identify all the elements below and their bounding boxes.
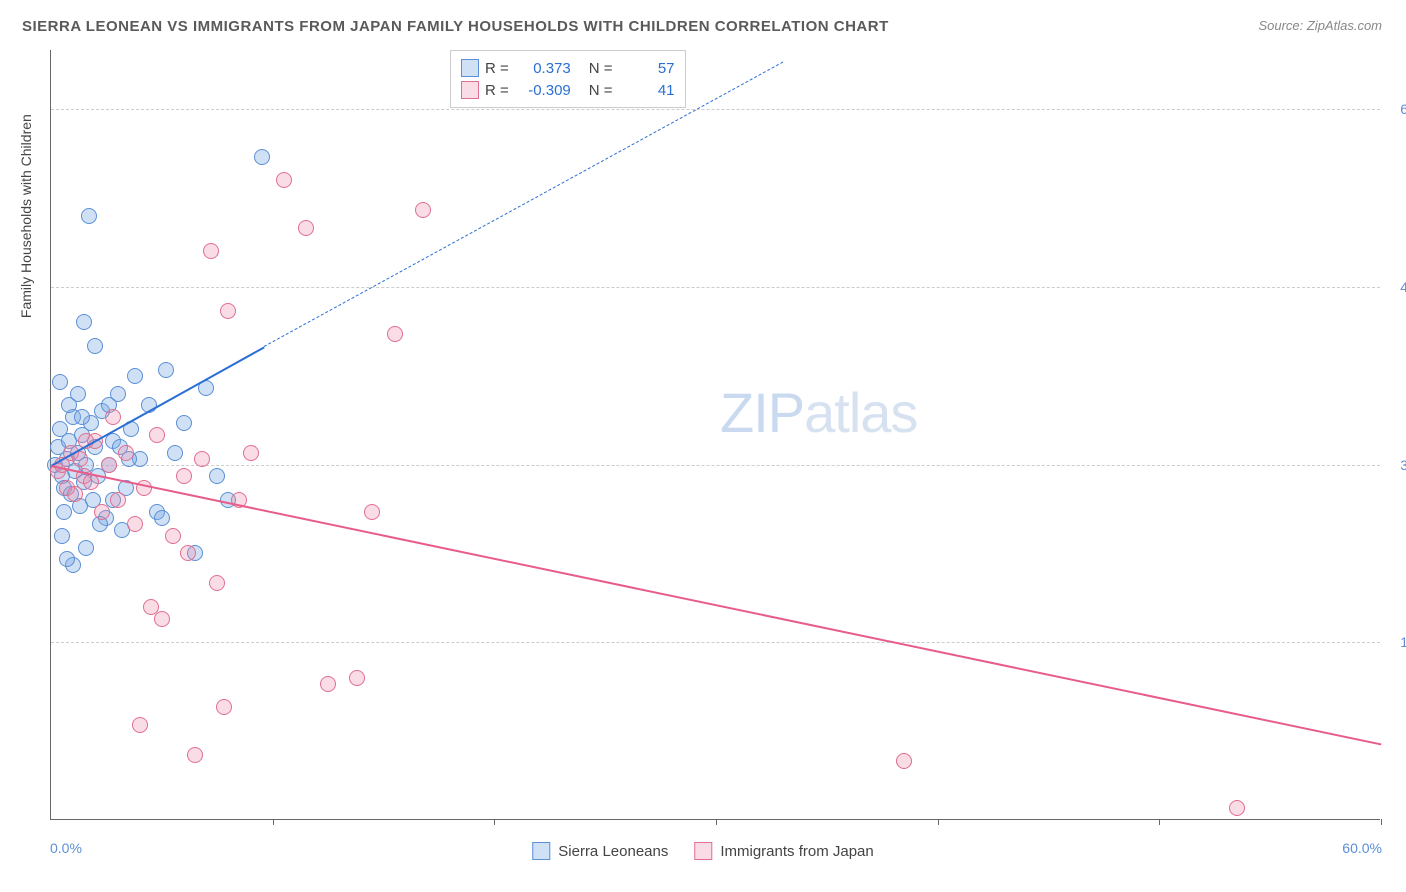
data-point <box>194 451 210 467</box>
plot-area: 15.0%30.0%45.0%60.0% <box>50 50 1380 820</box>
data-point <box>298 220 314 236</box>
data-point <box>387 326 403 342</box>
data-point <box>101 457 117 473</box>
data-point <box>254 149 270 165</box>
y-tick-label: 45.0% <box>1385 279 1406 295</box>
data-point <box>176 415 192 431</box>
data-point <box>187 747 203 763</box>
x-tick-mark <box>273 819 274 825</box>
data-point <box>54 528 70 544</box>
data-point <box>165 528 181 544</box>
stats-r-label: R = <box>485 82 509 99</box>
data-point <box>154 611 170 627</box>
x-tick-mark <box>716 819 717 825</box>
stats-row-series1: R = 0.373 N = 57 <box>461 57 675 79</box>
gridline-h <box>51 109 1380 110</box>
data-point <box>67 486 83 502</box>
stats-box: R = 0.373 N = 57 R = -0.309 N = 41 <box>450 50 686 108</box>
data-point <box>220 303 236 319</box>
legend-label-1: Sierra Leoneans <box>558 843 668 860</box>
data-point <box>74 409 90 425</box>
data-point <box>118 445 134 461</box>
data-point <box>149 427 165 443</box>
data-point <box>180 545 196 561</box>
data-point <box>87 338 103 354</box>
data-point <box>94 504 110 520</box>
x-axis-max-label: 60.0% <box>1342 840 1382 856</box>
data-point <box>76 314 92 330</box>
data-point <box>158 362 174 378</box>
source-attribution: Source: ZipAtlas.com <box>1258 18 1382 33</box>
data-point <box>81 208 97 224</box>
legend-item-series1: Sierra Leoneans <box>532 842 668 860</box>
stats-n-label: N = <box>589 60 613 77</box>
data-point <box>176 468 192 484</box>
data-point <box>78 540 94 556</box>
stats-n-val-2: 41 <box>619 82 675 99</box>
data-point <box>105 409 121 425</box>
data-point <box>59 551 75 567</box>
stats-r-label: R = <box>485 60 509 77</box>
legend-swatch-1 <box>532 842 550 860</box>
data-point <box>127 368 143 384</box>
stats-n-label: N = <box>589 82 613 99</box>
data-point <box>127 516 143 532</box>
data-point <box>56 504 72 520</box>
data-point <box>110 492 126 508</box>
trend-line <box>51 346 265 466</box>
y-axis-label: Family Households with Children <box>18 114 34 318</box>
data-point <box>276 172 292 188</box>
x-tick-mark <box>938 819 939 825</box>
data-point <box>415 202 431 218</box>
stats-r-val-2: -0.309 <box>515 82 571 99</box>
data-point <box>52 374 68 390</box>
legend-label-2: Immigrants from Japan <box>720 843 873 860</box>
x-axis-min-label: 0.0% <box>50 840 82 856</box>
x-tick-mark <box>1381 819 1382 825</box>
data-point <box>320 676 336 692</box>
data-point <box>83 474 99 490</box>
x-tick-mark <box>1159 819 1160 825</box>
data-point <box>364 504 380 520</box>
data-point <box>216 699 232 715</box>
stats-row-series2: R = -0.309 N = 41 <box>461 79 675 101</box>
data-point <box>349 670 365 686</box>
y-tick-label: 30.0% <box>1385 457 1406 473</box>
legend: Sierra Leoneans Immigrants from Japan <box>532 842 873 860</box>
data-point <box>243 445 259 461</box>
data-point <box>154 510 170 526</box>
y-tick-label: 15.0% <box>1385 634 1406 650</box>
data-point <box>209 468 225 484</box>
trend-line <box>51 465 1381 745</box>
stats-r-val-1: 0.373 <box>515 60 571 77</box>
gridline-h <box>51 465 1380 466</box>
legend-item-series2: Immigrants from Japan <box>694 842 873 860</box>
data-point <box>167 445 183 461</box>
data-point <box>70 386 86 402</box>
legend-swatch-2 <box>694 842 712 860</box>
data-point <box>203 243 219 259</box>
data-point <box>896 753 912 769</box>
y-tick-label: 60.0% <box>1385 101 1406 117</box>
data-point <box>132 717 148 733</box>
stats-n-val-1: 57 <box>619 60 675 77</box>
chart-title: SIERRA LEONEAN VS IMMIGRANTS FROM JAPAN … <box>22 18 889 35</box>
data-point <box>209 575 225 591</box>
swatch-series2 <box>461 81 479 99</box>
gridline-h <box>51 287 1380 288</box>
x-tick-mark <box>494 819 495 825</box>
swatch-series1 <box>461 59 479 77</box>
data-point <box>1229 800 1245 816</box>
gridline-h <box>51 642 1380 643</box>
